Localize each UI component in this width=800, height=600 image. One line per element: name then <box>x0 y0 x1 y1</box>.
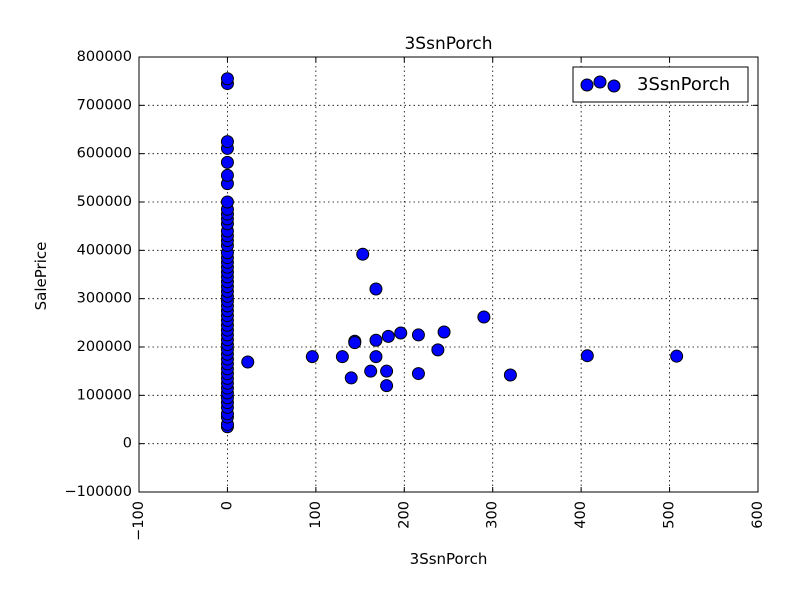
x-tick-label: 200 <box>396 501 412 529</box>
data-point <box>369 282 383 296</box>
data-point <box>220 72 234 86</box>
data-point <box>344 371 358 385</box>
x-tick-label: 600 <box>750 501 766 529</box>
data-point <box>380 364 394 378</box>
data-point <box>369 350 383 364</box>
legend-marker <box>580 78 594 92</box>
data-point <box>356 247 370 261</box>
y-tick-label: 800000 <box>77 49 132 65</box>
data-point <box>335 350 349 364</box>
axis-ticks: −100 0 100 200 300 400 500 600 −100000 0 100000 200… <box>64 49 766 541</box>
data-point <box>503 368 517 382</box>
x-tick-label: −100 <box>131 501 147 541</box>
y-tick-label: 500000 <box>77 194 132 210</box>
x-tick-label: 400 <box>573 501 589 529</box>
y-tick-label: 300000 <box>77 291 132 307</box>
x-tick-label: 500 <box>662 501 678 529</box>
y-tick-label: 700000 <box>77 97 132 113</box>
y-tick-label: 400000 <box>77 242 132 258</box>
data-point <box>220 135 234 149</box>
y-tick-label: 200000 <box>77 339 132 355</box>
data-point <box>369 333 383 347</box>
data-point <box>580 349 594 363</box>
plot-frame <box>138 56 759 493</box>
data-point <box>220 195 234 209</box>
x-tick-label: 0 <box>219 501 235 510</box>
legend-marker <box>593 75 607 89</box>
data-point <box>431 343 445 357</box>
data-point <box>380 379 394 393</box>
data-points <box>220 72 684 434</box>
data-point <box>220 155 234 169</box>
legend: 3SsnPorch <box>572 66 749 103</box>
y-axis-label: SalePrice <box>32 242 50 311</box>
data-point <box>381 329 395 343</box>
x-axis-label: 3SsnPorch <box>410 550 488 568</box>
data-point <box>241 355 255 369</box>
x-tick-label: 100 <box>308 501 324 529</box>
data-point <box>305 350 319 364</box>
data-point <box>364 364 378 378</box>
data-point <box>220 168 234 182</box>
data-point <box>437 325 451 339</box>
y-tick-label: 600000 <box>77 146 132 162</box>
legend-label: 3SsnPorch <box>637 74 730 95</box>
data-point <box>394 326 408 340</box>
data-point <box>348 336 362 350</box>
y-tick-label: 100000 <box>77 387 132 403</box>
data-point <box>670 349 684 363</box>
y-tick-label: −100000 <box>64 484 132 500</box>
data-point <box>477 310 491 324</box>
x-tick-label: 300 <box>485 501 501 529</box>
data-point <box>411 367 425 381</box>
y-tick-label: 0 <box>123 436 132 452</box>
data-point <box>411 328 425 342</box>
legend-marker <box>607 79 621 93</box>
chart-title: 3SsnPorch <box>404 34 492 54</box>
